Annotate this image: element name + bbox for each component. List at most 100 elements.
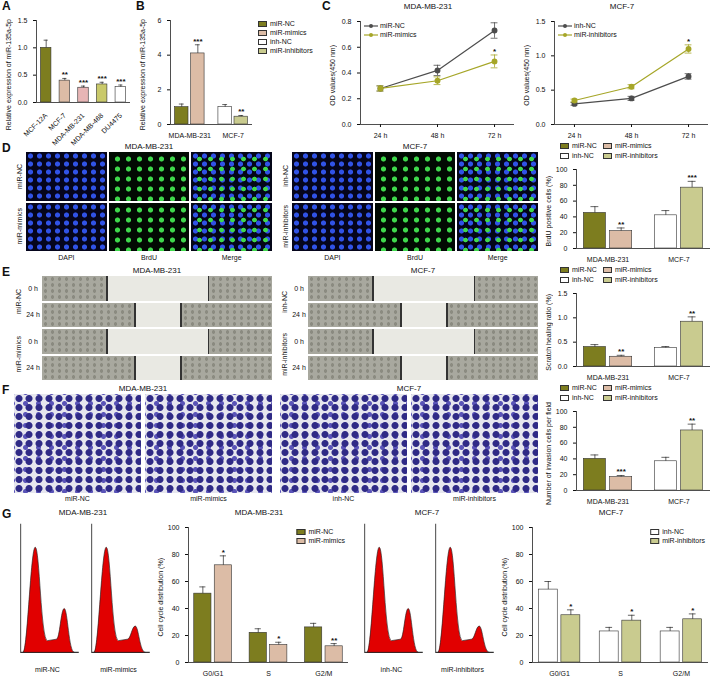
svg-text:60: 60 bbox=[560, 197, 568, 204]
svg-text:***: *** bbox=[79, 78, 89, 87]
html-text:MDA-MB-231: MDA-MB-231 bbox=[124, 142, 174, 151]
svg-text:60: 60 bbox=[560, 439, 568, 446]
svg-text:**: ** bbox=[238, 107, 245, 116]
svg-text:MCF-7: MCF-7 bbox=[668, 498, 689, 505]
svg-text:0: 0 bbox=[564, 487, 568, 494]
svg-text:2: 2 bbox=[158, 86, 162, 93]
svg-text:80: 80 bbox=[560, 182, 568, 189]
svg-text:0.0: 0.0 bbox=[536, 121, 546, 128]
svg-text:**: ** bbox=[618, 347, 625, 356]
svg-text:MDA-MB-231: MDA-MB-231 bbox=[587, 374, 630, 381]
svg-text:0: 0 bbox=[176, 659, 180, 666]
html-text:B: B bbox=[136, 0, 145, 13]
svg-text:0: 0 bbox=[520, 659, 524, 666]
svg-text:60: 60 bbox=[172, 578, 180, 585]
svg-text:72 h: 72 h bbox=[488, 132, 502, 139]
svg-text:MDA-MB-231: MDA-MB-231 bbox=[51, 112, 86, 147]
html-text:MDA-MB-231: MDA-MB-231 bbox=[132, 266, 182, 275]
svg-text:*: * bbox=[277, 634, 281, 643]
svg-text:*: * bbox=[569, 602, 573, 611]
svg-text:***: *** bbox=[97, 74, 107, 83]
svg-text:4: 4 bbox=[158, 51, 162, 58]
svg-text:S: S bbox=[618, 670, 623, 677]
svg-text:60: 60 bbox=[516, 578, 524, 585]
svg-text:G2/M: G2/M bbox=[315, 670, 332, 677]
svg-text:MDA-MB-231: MDA-MB-231 bbox=[169, 132, 212, 139]
html-text:MCF-7: MCF-7 bbox=[402, 142, 428, 151]
svg-text:100: 100 bbox=[556, 166, 568, 173]
svg-text:24 h: 24 h bbox=[374, 132, 388, 139]
svg-text:0: 0 bbox=[564, 245, 568, 252]
svg-text:MCF-12A: MCF-12A bbox=[22, 111, 48, 137]
svg-text:**: ** bbox=[618, 220, 625, 229]
svg-text:24 h: 24 h bbox=[568, 132, 582, 139]
svg-text:48 h: 48 h bbox=[625, 132, 639, 139]
svg-text:100: 100 bbox=[512, 524, 524, 531]
svg-text:S: S bbox=[266, 670, 271, 677]
svg-text:0.4: 0.4 bbox=[342, 69, 352, 76]
svg-text:1.0: 1.0 bbox=[536, 52, 546, 59]
html-text:MDA-MB-231: MDA-MB-231 bbox=[403, 2, 453, 11]
svg-text:0.2: 0.2 bbox=[342, 95, 352, 102]
svg-text:20: 20 bbox=[516, 632, 524, 639]
svg-text:6: 6 bbox=[158, 17, 162, 24]
svg-text:1.0: 1.0 bbox=[18, 44, 28, 51]
svg-text:0.0: 0.0 bbox=[18, 99, 28, 106]
svg-text:***: *** bbox=[616, 467, 626, 476]
svg-text:MDA-MB-231: MDA-MB-231 bbox=[587, 256, 630, 263]
svg-text:0: 0 bbox=[158, 121, 162, 128]
svg-text:*: * bbox=[687, 37, 691, 46]
svg-text:0.5: 0.5 bbox=[536, 86, 546, 93]
html-text:D: D bbox=[2, 141, 11, 155]
svg-text:*: * bbox=[630, 607, 634, 616]
svg-text:MDA-MB-231: MDA-MB-231 bbox=[587, 498, 630, 505]
svg-text:*: * bbox=[691, 606, 695, 615]
svg-text:*: * bbox=[222, 548, 226, 557]
svg-text:48 h: 48 h bbox=[431, 132, 445, 139]
svg-text:**: ** bbox=[689, 309, 696, 318]
svg-text:**: ** bbox=[62, 70, 69, 79]
svg-text:0.0: 0.0 bbox=[558, 363, 568, 370]
svg-text:80: 80 bbox=[172, 551, 180, 558]
svg-text:1.5: 1.5 bbox=[536, 18, 546, 25]
svg-text:MCF-7: MCF-7 bbox=[668, 374, 689, 381]
svg-text:**: ** bbox=[331, 636, 338, 645]
svg-text:1.5: 1.5 bbox=[18, 17, 28, 24]
svg-text:0.8: 0.8 bbox=[342, 18, 352, 25]
svg-text:MCF-7: MCF-7 bbox=[47, 111, 68, 132]
svg-text:0.0: 0.0 bbox=[342, 121, 352, 128]
svg-text:100: 100 bbox=[168, 524, 180, 531]
svg-text:40: 40 bbox=[516, 605, 524, 612]
svg-text:G0/G1: G0/G1 bbox=[549, 670, 570, 677]
svg-text:G2/M: G2/M bbox=[673, 670, 690, 677]
svg-text:**: ** bbox=[689, 416, 696, 425]
svg-text:100: 100 bbox=[556, 408, 568, 415]
html-text:C: C bbox=[322, 0, 331, 13]
svg-text:0.5: 0.5 bbox=[18, 71, 28, 78]
svg-text:G0/G1: G0/G1 bbox=[203, 670, 224, 677]
svg-text:40: 40 bbox=[560, 455, 568, 462]
svg-text:80: 80 bbox=[560, 424, 568, 431]
svg-text:MCF-7: MCF-7 bbox=[668, 256, 689, 263]
svg-text:***: *** bbox=[193, 37, 203, 46]
svg-text:40: 40 bbox=[560, 213, 568, 220]
html-text:A: A bbox=[2, 0, 11, 13]
svg-text:20: 20 bbox=[560, 229, 568, 236]
svg-text:*: * bbox=[493, 47, 497, 56]
svg-text:1.0: 1.0 bbox=[558, 314, 568, 321]
html-text:G: G bbox=[2, 507, 12, 521]
svg-text:MCF-7: MCF-7 bbox=[223, 132, 244, 139]
svg-text:1.5: 1.5 bbox=[558, 290, 568, 297]
svg-text:***: *** bbox=[116, 77, 126, 86]
svg-text:40: 40 bbox=[172, 605, 180, 612]
svg-text:20: 20 bbox=[560, 471, 568, 478]
svg-text:20: 20 bbox=[172, 632, 180, 639]
svg-text:72 h: 72 h bbox=[682, 132, 696, 139]
svg-text:0.6: 0.6 bbox=[342, 43, 352, 50]
svg-text:0.5: 0.5 bbox=[558, 338, 568, 345]
html-text:MCF-7: MCF-7 bbox=[609, 2, 635, 11]
svg-text:***: *** bbox=[687, 173, 697, 182]
svg-text:DU4475: DU4475 bbox=[100, 112, 123, 135]
svg-text:80: 80 bbox=[516, 551, 524, 558]
svg-text:MDA-MB-468: MDA-MB-468 bbox=[70, 112, 105, 147]
